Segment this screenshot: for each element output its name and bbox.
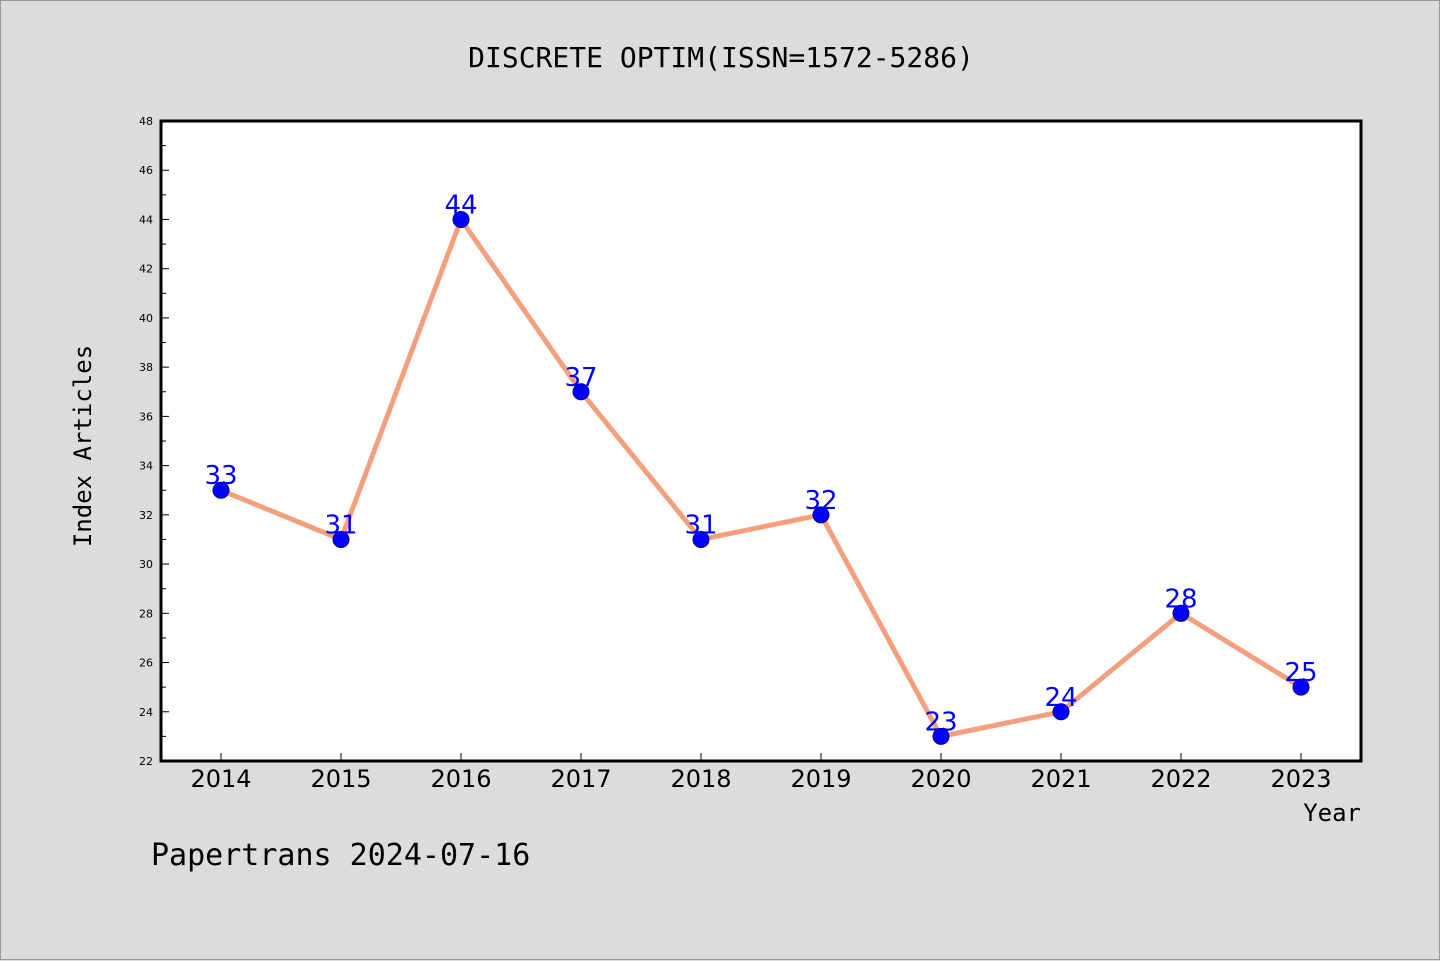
footer-credit: Papertrans 2024-07-16 — [151, 838, 530, 873]
y-tick-label: 34 — [139, 460, 153, 473]
x-tick-label: 2016 — [430, 765, 491, 793]
x-axis: 2014 2015 2016 2017 2018 2019 2020 2021 2022 2023 — [190, 753, 1332, 793]
y-tick-label: 24 — [139, 706, 153, 719]
data-label: 25 — [1284, 658, 1317, 688]
data-point — [692, 530, 710, 548]
y-tick-label: 36 — [139, 410, 153, 423]
x-tick-label: 2021 — [1030, 765, 1091, 793]
y-tick-label: 38 — [139, 361, 153, 374]
data-point — [332, 530, 350, 548]
data-label: 37 — [564, 363, 597, 393]
y-tick-label: 32 — [139, 509, 153, 522]
data-label: 31 — [324, 510, 357, 540]
data-label: 24 — [1044, 683, 1077, 713]
data-label: 28 — [1164, 584, 1197, 614]
data-point — [812, 506, 830, 524]
y-tick-label: 42 — [139, 263, 153, 276]
x-tick-label: 2019 — [790, 765, 851, 793]
data-point — [1172, 604, 1190, 622]
y-tick-label: 28 — [139, 607, 153, 620]
x-tick-label: 2014 — [190, 765, 251, 793]
data-labels: 33 31 44 37 31 32 23 24 28 25 — [204, 190, 1317, 737]
x-tick-label: 2023 — [1270, 765, 1331, 793]
data-label: 33 — [204, 461, 237, 491]
x-tick-label: 2020 — [910, 765, 971, 793]
y-tick-label: 26 — [139, 657, 153, 670]
data-point — [212, 481, 230, 499]
data-label: 23 — [924, 707, 957, 737]
x-tick-label: 2022 — [1150, 765, 1211, 793]
y-tick-label: 40 — [139, 312, 153, 325]
x-tick-label: 2017 — [550, 765, 611, 793]
data-label: 44 — [444, 190, 477, 220]
y-tick-label: 46 — [139, 164, 153, 177]
data-point — [452, 210, 470, 228]
x-tick-label: 2015 — [310, 765, 371, 793]
data-point — [1052, 703, 1070, 721]
x-axis-label: Year — [1303, 799, 1361, 827]
series-polyline — [220, 214, 1303, 740]
y-tick-label: 22 — [139, 755, 153, 768]
data-point — [572, 383, 590, 401]
y-axis: 22 24 26 28 30 32 34 36 38 40 42 44 46 48 — [139, 115, 169, 768]
y-tick-label: 48 — [139, 115, 153, 128]
data-point — [932, 727, 950, 745]
chart-title: DISCRETE OPTIM(ISSN=1572-5286) — [468, 41, 974, 74]
data-label: 31 — [684, 510, 717, 540]
y-tick-label: 30 — [139, 558, 153, 571]
plot-area — [159, 119, 1363, 763]
data-point — [1292, 678, 1310, 696]
x-tick-label: 2018 — [670, 765, 731, 793]
series-line — [212, 210, 1310, 745]
data-label: 32 — [804, 486, 837, 516]
y-axis-label: Index Articles — [69, 345, 97, 547]
y-tick-label: 44 — [139, 213, 153, 226]
